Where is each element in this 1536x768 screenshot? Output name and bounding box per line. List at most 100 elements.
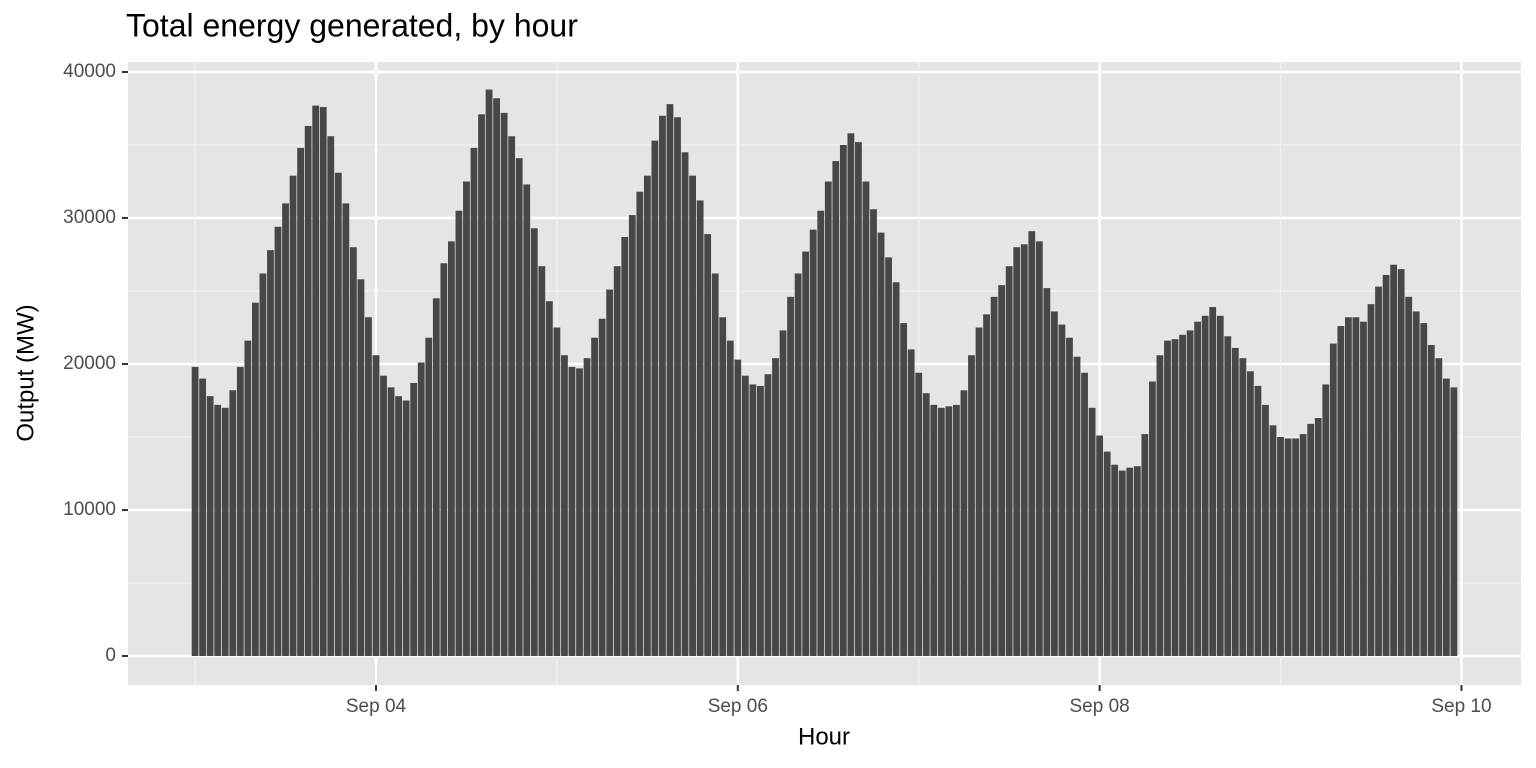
bar — [455, 210, 463, 657]
bar — [870, 209, 877, 657]
y-tick-label: 40000 — [63, 61, 116, 82]
bar — [1420, 323, 1428, 657]
bar — [1051, 311, 1058, 657]
y-tick-label: 0 — [105, 645, 116, 666]
bar — [1435, 358, 1443, 657]
bar — [1292, 438, 1300, 657]
bar — [380, 375, 387, 657]
bar — [1058, 324, 1066, 657]
bar — [485, 89, 493, 657]
bar — [206, 396, 214, 657]
bar — [417, 362, 425, 657]
bar — [855, 142, 862, 657]
bar — [975, 327, 983, 657]
bar — [591, 337, 598, 657]
bar — [402, 400, 410, 657]
bar — [885, 257, 892, 657]
bar — [1081, 372, 1088, 657]
bar — [1066, 337, 1073, 657]
bar — [478, 114, 485, 657]
bar — [937, 407, 945, 657]
bar — [681, 152, 689, 657]
bar — [395, 396, 403, 657]
bar — [1020, 244, 1028, 657]
bar — [1322, 384, 1330, 657]
x-tick-label: Sep 04 — [346, 696, 407, 717]
bar — [199, 378, 207, 657]
bar — [1141, 434, 1149, 657]
bar — [953, 404, 960, 657]
bar — [628, 215, 636, 657]
bar — [538, 266, 546, 657]
bar — [304, 126, 312, 657]
bar — [463, 181, 470, 657]
bar — [983, 314, 990, 657]
bar — [1201, 315, 1209, 657]
bar — [334, 172, 342, 657]
bar — [809, 229, 817, 657]
bars — [191, 89, 1458, 657]
bar — [659, 115, 666, 657]
bar — [289, 175, 297, 657]
bar — [847, 133, 855, 657]
bar — [1103, 451, 1111, 657]
bar — [236, 366, 244, 657]
bar — [342, 203, 350, 657]
bar — [734, 359, 742, 657]
bar — [251, 302, 259, 657]
bar — [726, 340, 734, 657]
bar — [892, 282, 900, 657]
bar — [794, 273, 802, 657]
y-tick-label: 10000 — [63, 499, 116, 520]
bar — [349, 247, 357, 657]
bar — [1209, 307, 1217, 657]
bar — [297, 147, 305, 657]
bar — [1382, 274, 1390, 657]
bar — [244, 340, 252, 657]
bar — [1088, 407, 1096, 657]
bar — [651, 140, 659, 657]
bar — [741, 375, 749, 657]
bar — [312, 105, 320, 657]
bar — [779, 330, 787, 657]
bar — [1254, 385, 1262, 657]
bar — [568, 366, 576, 657]
bar — [500, 112, 508, 657]
bar — [553, 327, 561, 657]
bar — [440, 263, 448, 657]
bar — [1224, 336, 1232, 657]
bar — [282, 203, 289, 657]
bar — [877, 232, 885, 657]
bar — [493, 98, 500, 657]
bar — [1397, 269, 1405, 657]
bar — [1390, 264, 1398, 657]
bar — [613, 266, 621, 657]
bar — [470, 147, 478, 657]
bar — [1231, 347, 1239, 657]
bar — [1352, 317, 1360, 657]
bar — [968, 355, 975, 657]
bar — [1126, 467, 1134, 657]
bar — [447, 241, 455, 657]
bar — [832, 161, 840, 657]
bar — [576, 368, 583, 657]
bar — [1133, 466, 1141, 657]
bar — [802, 251, 810, 657]
bar — [1171, 339, 1179, 657]
bar — [915, 372, 923, 657]
bar — [1111, 464, 1119, 657]
bar — [191, 366, 199, 657]
bar — [1013, 247, 1021, 657]
bar — [817, 210, 825, 657]
bar — [666, 104, 674, 657]
bar — [425, 337, 433, 657]
bar — [545, 301, 553, 657]
bar — [508, 136, 516, 657]
bar — [259, 273, 267, 657]
bar — [1262, 404, 1269, 657]
bar — [772, 358, 779, 657]
bar — [696, 200, 704, 657]
bar — [1005, 266, 1013, 657]
bar — [267, 250, 274, 657]
